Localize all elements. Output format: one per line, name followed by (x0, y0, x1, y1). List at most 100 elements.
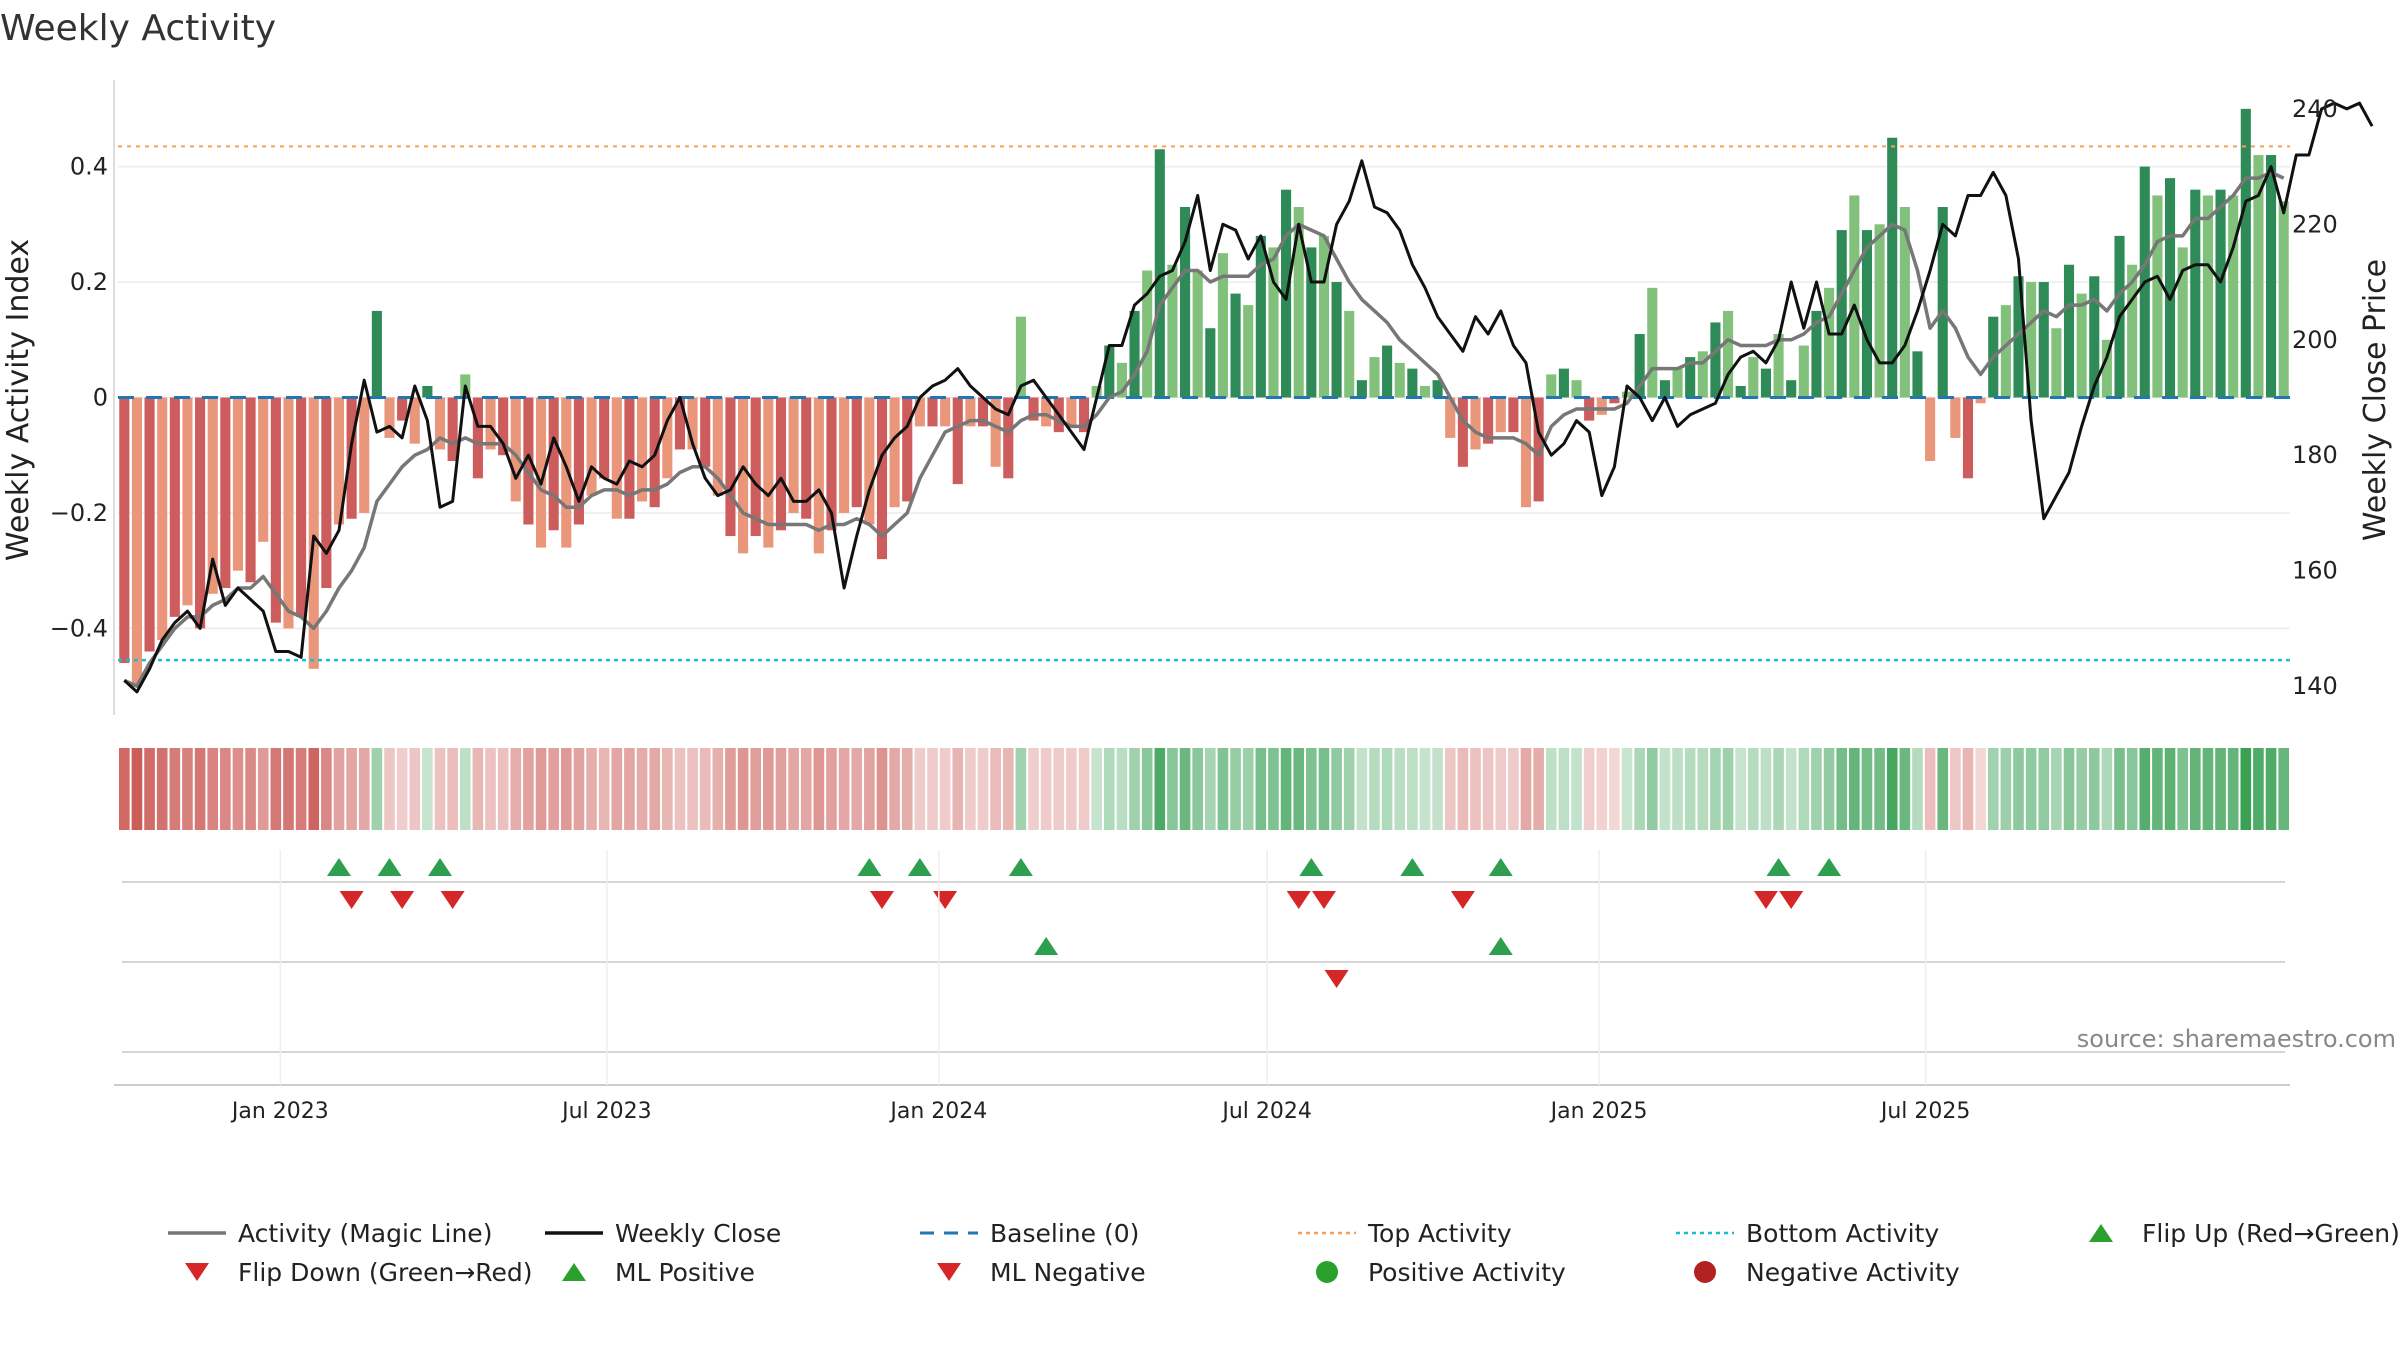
flip-up-marker (1299, 858, 1324, 876)
heat-cell (1116, 748, 1128, 830)
weekly-close-line (123, 101, 2374, 694)
heat-cell (838, 748, 850, 830)
heat-cell (1091, 748, 1102, 830)
activity-bar (308, 397, 319, 669)
heat-cell (1962, 748, 1974, 830)
heat-cell (573, 748, 585, 830)
activity-bar (1243, 305, 1254, 398)
activity-bar (750, 397, 761, 537)
heat-cell (624, 748, 635, 830)
activity-bar (940, 397, 951, 427)
heat-cell (2253, 748, 2264, 830)
activity-bar (283, 397, 294, 629)
activity-bar (131, 397, 142, 687)
activity-bar (2026, 282, 2037, 398)
heat-cell (1874, 748, 1885, 830)
activity-bar (333, 397, 345, 525)
activity-bar (321, 397, 332, 588)
activity-bar (1066, 397, 1077, 427)
activity-bar (599, 397, 610, 479)
activity-bar (1154, 149, 1165, 398)
axes: 0.4 0.2 0 −0.2 −0.4 240 220 200 180 160 140 (50, 80, 2338, 715)
flip-down-marker (390, 891, 415, 909)
activity-bar (232, 397, 244, 571)
ml-positive-marker (1034, 937, 1059, 955)
y-tick-right: 240 (2292, 95, 2338, 123)
heat-cell (826, 748, 837, 830)
activity-bar (1609, 397, 1620, 404)
flip-up-marker (907, 858, 932, 876)
y-tick-right: 140 (2292, 672, 2338, 700)
heat-cell (1823, 748, 1835, 830)
activity-bar (270, 397, 281, 623)
legend-label: Top Activity (1367, 1219, 1512, 1248)
activity-bar (359, 397, 370, 513)
heat-cell (1798, 748, 1810, 830)
activity-bar (1748, 357, 1759, 398)
activity-bar (1293, 207, 1304, 398)
heat-cell (2240, 748, 2252, 830)
activity-bar (1899, 207, 1910, 398)
magic-line (123, 170, 2285, 688)
heat-cell (1659, 748, 1671, 830)
activity-bar (1659, 380, 1670, 398)
heat-cell (1886, 748, 1898, 830)
activity-bar (2063, 264, 2075, 398)
heat-cell (939, 748, 951, 830)
heat-cell (1356, 748, 1368, 830)
heat-cell (1482, 748, 1494, 830)
heat-cell (371, 748, 383, 830)
heat-cell (2189, 748, 2201, 830)
heat-cell (1811, 748, 1822, 830)
heat-cell (1470, 748, 1481, 830)
activity-bar (422, 385, 433, 398)
activity-bar (485, 397, 496, 450)
flip-up-marker (1488, 858, 1513, 876)
heat-cell (1634, 748, 1645, 830)
activity-bar (1419, 385, 1431, 398)
y-axis-left-label: Weekly Activity Index (1, 239, 36, 561)
heat-cell (283, 748, 294, 830)
ml-negative-marker (1324, 970, 1349, 988)
legend-swatch-triangle-up (562, 1263, 586, 1281)
heat-cell (1078, 748, 1090, 830)
flip-up-marker (1008, 858, 1033, 876)
flip-up-marker (1817, 858, 1842, 876)
activity-bars (119, 108, 2289, 687)
heat-cell (2000, 748, 2012, 830)
x-tick-label: Jul 2025 (1879, 1099, 1971, 1124)
activity-bar (1268, 247, 1279, 398)
activity-bar (119, 397, 130, 664)
activity-bar (1230, 293, 1241, 398)
heat-cell (712, 748, 724, 830)
activity-bar (1533, 397, 1544, 502)
activity-bar (1735, 385, 1746, 398)
heat-cell (1558, 748, 1570, 830)
heat-cell (194, 748, 206, 830)
x-tick-label: Jul 2023 (560, 1099, 652, 1124)
y-tick-left: 0 (93, 384, 108, 412)
heat-cell (560, 748, 572, 830)
heat-cell (674, 748, 686, 830)
activity-bar (220, 397, 231, 588)
activity-bar (1874, 224, 1885, 398)
x-tick-label: Jan 2025 (1549, 1099, 1648, 1124)
activity-bar (1634, 334, 1645, 398)
heat-cell (1849, 748, 1860, 830)
heat-cell (156, 748, 168, 830)
heat-cell (725, 748, 736, 830)
activity-bar (1306, 247, 1317, 398)
activity-bar (2253, 155, 2264, 398)
activity-bar (1697, 351, 1708, 398)
activity-bar (1925, 397, 1936, 461)
heat-cell (611, 748, 623, 830)
activity-bar (2164, 178, 2176, 398)
heat-cell (2076, 748, 2087, 830)
heat-cell (586, 748, 597, 830)
legend-label: Bottom Activity (1746, 1219, 1939, 1248)
heat-cell (1179, 748, 1191, 830)
heat-cell (497, 748, 509, 830)
heat-cell (1002, 748, 1014, 830)
activity-bar (725, 397, 736, 537)
activity-bar (1116, 362, 1127, 398)
